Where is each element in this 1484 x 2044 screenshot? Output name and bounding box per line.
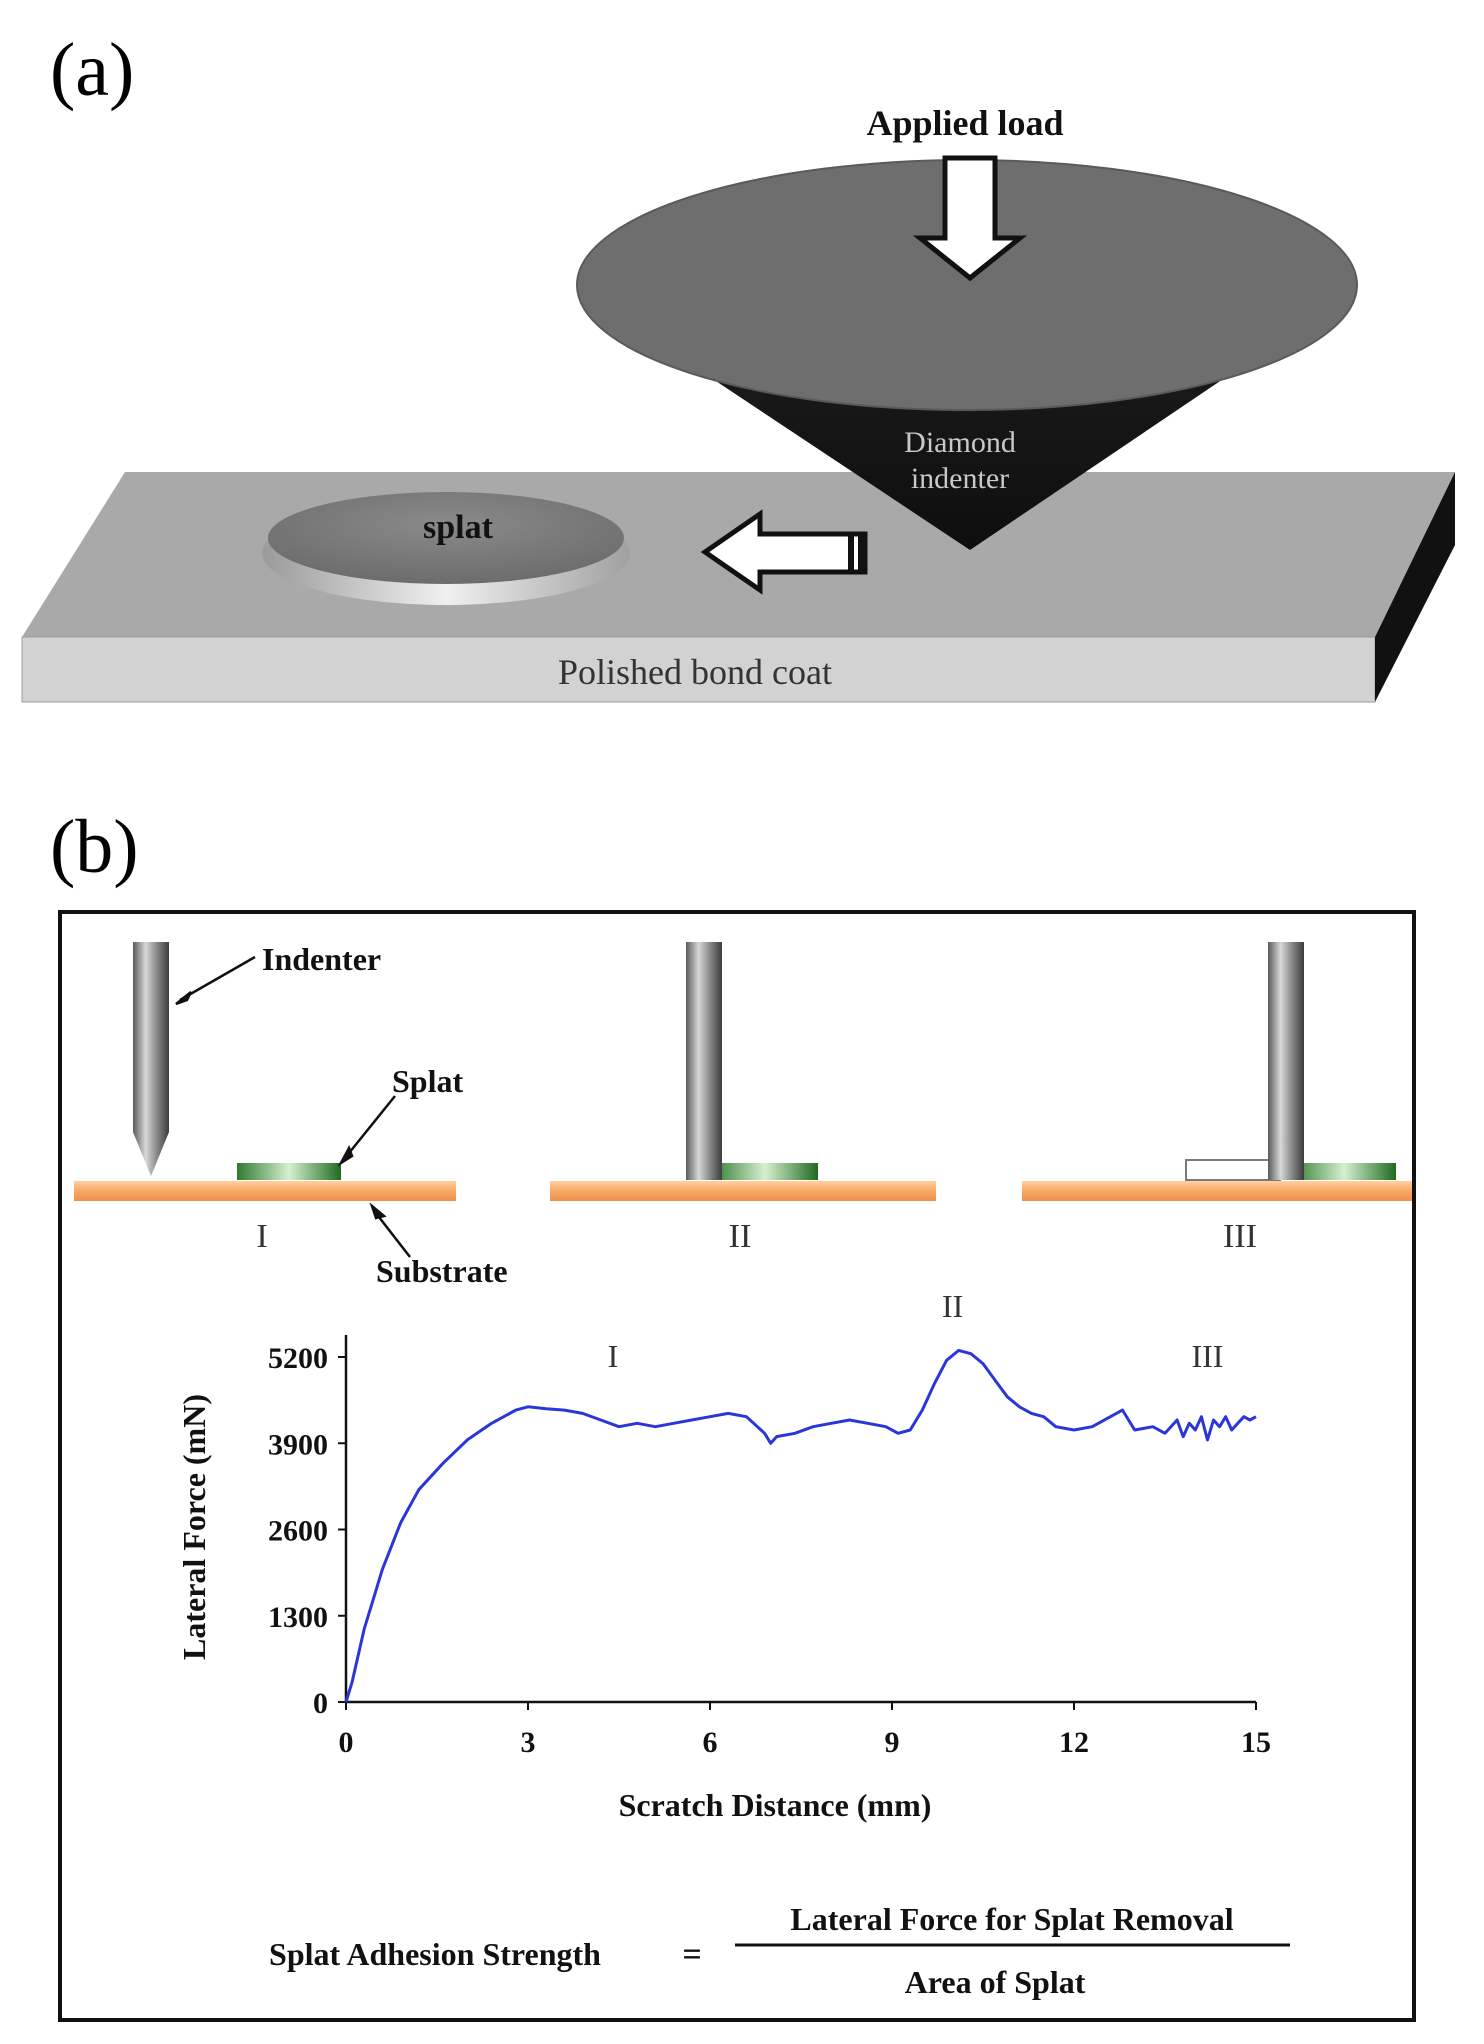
y-axis-label: Lateral Force (mN) xyxy=(176,1394,212,1660)
stage-annotation-0: I xyxy=(608,1338,619,1374)
splat-strip-1 xyxy=(237,1163,341,1180)
stage-label-1: I xyxy=(256,1218,267,1255)
indenter-rod-2 xyxy=(686,942,722,1180)
chart-axes xyxy=(344,1335,1256,1704)
y-tick-label-4: 5200 xyxy=(268,1342,328,1375)
equation-denominator: Area of Splat xyxy=(905,1964,1086,2000)
y-tick-label-1: 1300 xyxy=(268,1601,328,1634)
substrate-bar-3 xyxy=(1022,1181,1412,1201)
y-tick-label-2: 2600 xyxy=(268,1515,328,1548)
substrate-label-b: Substrate xyxy=(376,1253,508,1289)
substrate-label-a: Polished bond coat xyxy=(558,652,832,692)
leader-lines xyxy=(175,955,411,1258)
indenter-rod-3 xyxy=(1268,942,1304,1180)
indenter-label-line1: Diamond xyxy=(904,426,1016,459)
stage-label-3: III xyxy=(1223,1218,1257,1255)
equation-numerator: Lateral Force for Splat Removal xyxy=(790,1901,1233,1937)
chart-ticks: 0 3 6 9 12 15 0 1300 2600 3900 5200 xyxy=(268,1342,1271,1759)
scratch-stages-schematic: Indenter Splat Substrate I II III xyxy=(74,941,1412,1289)
applied-load-label: Applied load xyxy=(866,103,1063,143)
indenter-label-b: Indenter xyxy=(262,941,381,977)
splat-strip-3 xyxy=(1292,1163,1396,1180)
panel-b-frame xyxy=(58,910,1416,2022)
series-line-0 xyxy=(344,1348,1257,1703)
equation-equals: = xyxy=(682,1936,701,1973)
indenter-rod-1 xyxy=(133,942,169,1176)
y-tick-label-0: 0 xyxy=(313,1687,328,1720)
substrate-bar-2 xyxy=(550,1181,936,1201)
x-tick-label-4: 12 xyxy=(1059,1726,1089,1759)
motion-arrow-icon xyxy=(700,509,868,595)
y-tick-label-3: 3900 xyxy=(268,1428,328,1461)
adhesion-equation: Splat Adhesion Strength = Lateral Force … xyxy=(269,1901,1290,2000)
applied-load-arrow-icon xyxy=(912,155,1028,282)
splat-strip-2 xyxy=(712,1163,818,1180)
equation-lhs: Splat Adhesion Strength xyxy=(269,1936,601,1972)
x-tick-label-5: 15 xyxy=(1241,1726,1271,1759)
x-axis-label: Scratch Distance (mm) xyxy=(619,1787,932,1823)
stage-label-2: II xyxy=(729,1218,752,1255)
splat-disk xyxy=(268,492,624,584)
x-tick-label-1: 3 xyxy=(521,1726,536,1759)
splat-label: splat xyxy=(423,509,494,546)
x-tick-label-2: 6 xyxy=(703,1726,718,1759)
substrate-bar-1 xyxy=(74,1181,456,1201)
stage-annotation-2: III xyxy=(1191,1338,1223,1374)
x-tick-label-0: 0 xyxy=(339,1726,354,1759)
slab-side xyxy=(1375,472,1455,702)
panel-b-label: (b) xyxy=(50,805,139,889)
scratch-track-3 xyxy=(1185,1159,1281,1181)
x-tick-label-3: 9 xyxy=(885,1726,900,1759)
splat-label-b: Splat xyxy=(392,1063,463,1099)
chart-series xyxy=(344,1348,1257,1703)
indenter-label-line2: indenter xyxy=(911,462,1009,495)
panel-a-illustration: splat Diamond indenter Applied load Poli… xyxy=(21,103,1455,703)
stage-annotation-1: II xyxy=(942,1288,963,1324)
panel-a-label: (a) xyxy=(50,28,134,112)
